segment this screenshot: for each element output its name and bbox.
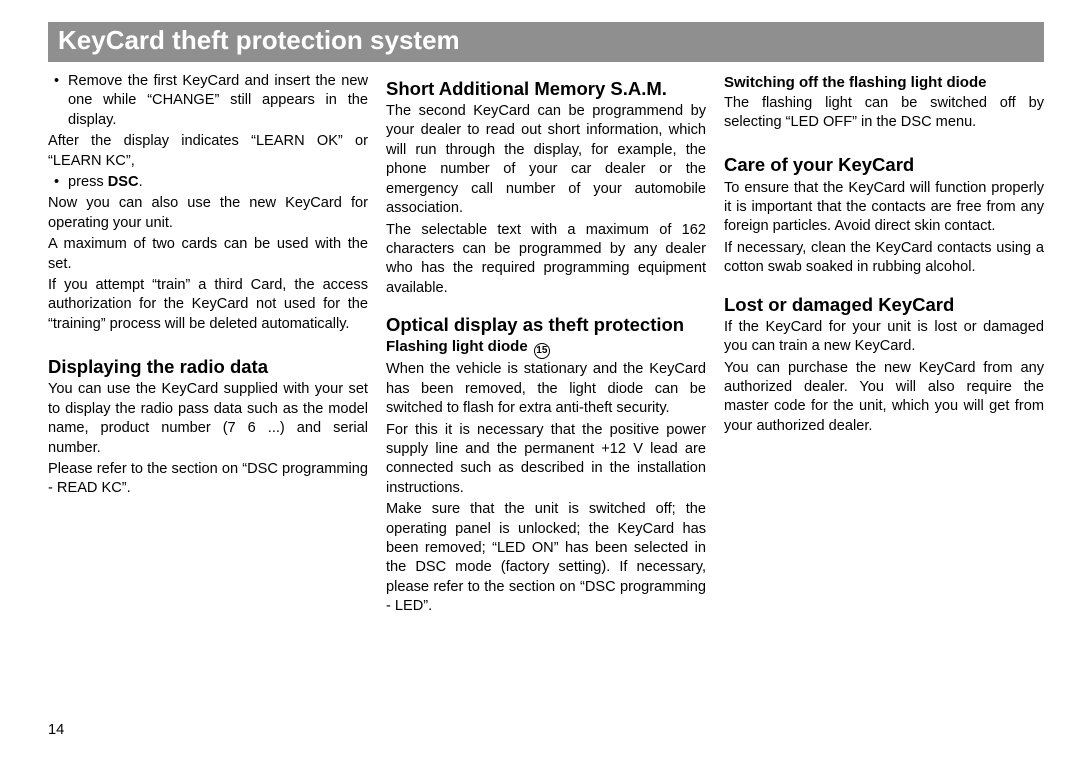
paragraph: You can purchase the new KeyCard from an… [724,359,1044,437]
section-heading: Displaying the radio data [48,356,368,378]
paragraph: Make sure that the unit is switched off;… [386,500,706,616]
list-text: Remove the first KeyCard and insert the … [68,72,368,130]
paragraph: To ensure that the KeyCard will function… [724,179,1044,237]
bold-text: DSC [108,174,139,190]
paragraph: Please refer to the section on “DSC prog… [48,460,368,499]
column-1: • Remove the first KeyCard and insert th… [48,72,368,619]
paragraph: For this it is necessary that the positi… [386,421,706,499]
paragraph: After the display indicates “LEARN OK” o… [48,132,368,171]
bullet-marker: • [48,173,68,192]
column-2: Short Additional Memory S.A.M. The secon… [386,72,706,619]
paragraph: A maximum of two cards can be used with … [48,235,368,274]
section-heading: Short Additional Memory S.A.M. [386,78,706,100]
paragraph: Now you can also use the new KeyCard for… [48,194,368,233]
section-heading: Care of your KeyCard [724,154,1044,176]
content-columns: • Remove the first KeyCard and insert th… [48,72,1044,619]
list-item: • Remove the first KeyCard and insert th… [48,72,368,130]
text: . [139,174,143,190]
paragraph: If you attempt “train” a third Card, the… [48,276,368,334]
sub-heading: Switching off the flashing light diode [724,74,1044,93]
section-heading: Optical display as theft protection [386,314,706,336]
paragraph: The second KeyCard can be programmend by… [386,102,706,218]
paragraph: If necessary, clean the KeyCard contacts… [724,239,1044,278]
text: press [68,174,108,190]
paragraph: The flashing light can be switched off b… [724,94,1044,133]
bullet-marker: • [48,72,68,130]
column-3: Switching off the flashing light diode T… [724,72,1044,619]
page-number: 14 [48,722,64,738]
list-item: • press DSC. [48,173,368,192]
list-text: press DSC. [68,173,368,192]
section-heading: Lost or damaged KeyCard [724,294,1044,316]
sub-heading: Flashing light diode 15 [386,338,706,359]
paragraph: The selectable text with a maximum of 16… [386,221,706,299]
paragraph: When the vehicle is stationary and the K… [386,360,706,418]
page-title: KeyCard theft protection system [48,22,1044,62]
paragraph: You can use the KeyCard supplied with yo… [48,380,368,458]
text: Flashing light diode [386,338,532,355]
paragraph: If the KeyCard for your unit is lost or … [724,318,1044,357]
reference-number-icon: 15 [534,343,550,359]
